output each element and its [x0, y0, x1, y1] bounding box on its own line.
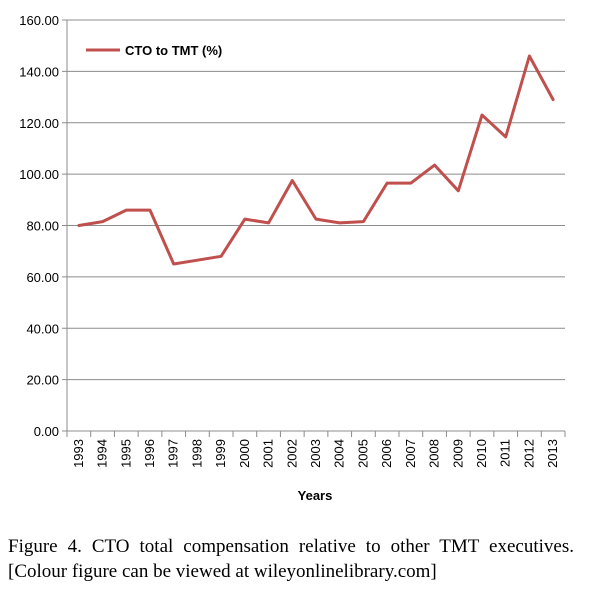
x-tick-label: 1994: [95, 439, 110, 468]
y-tick-label: 120.00: [19, 116, 59, 131]
x-tick-label: 2012: [521, 439, 536, 468]
x-tick-label: 2005: [355, 439, 370, 468]
gridlines: [67, 19, 565, 381]
x-tick-label: 2006: [379, 439, 394, 468]
x-axis-ticks: 1993 1994 1995 1996 1997 1998 1999 2000 2001 2002…: [66, 431, 566, 468]
x-tick-label: 2001: [261, 439, 276, 468]
x-axis-title: Years: [298, 488, 333, 503]
x-tick-label: 2008: [427, 439, 442, 468]
y-tick-label: 0.00: [34, 424, 59, 439]
x-tick-label: 2002: [284, 439, 299, 468]
x-tick-label: 2004: [332, 439, 347, 468]
x-tick-label: 1998: [189, 439, 204, 468]
y-tick-label: 60.00: [26, 270, 59, 285]
line-chart: 0.00 20.00 40.00 60.00 80.00 100.00 120.00 140.…: [19, 13, 566, 503]
x-tick-label: 2011: [498, 439, 513, 467]
figure-caption: Figure 4. CTO total compensation relativ…: [8, 536, 574, 582]
legend: CTO to TMT (%): [86, 43, 222, 58]
series-lines: [77, 54, 555, 266]
y-tick-label: 40.00: [26, 321, 59, 336]
x-tick-label: 1997: [166, 439, 181, 468]
legend-label: CTO to TMT (%): [125, 43, 222, 58]
series-line: [77, 54, 555, 266]
x-tick-label: 2010: [474, 439, 489, 468]
x-tick-label: 2009: [450, 439, 465, 468]
x-tick-label: 1996: [142, 439, 157, 468]
x-tick-label: 1993: [71, 439, 86, 468]
axes: [66, 20, 565, 432]
x-tick-label: 2013: [545, 439, 560, 468]
y-tick-label: 160.00: [19, 13, 59, 28]
x-tick-label: 1999: [213, 439, 228, 468]
y-axis-ticks: 0.00 20.00 40.00 60.00 80.00 100.00 120.00 140.…: [19, 13, 67, 439]
y-tick-label: 100.00: [19, 167, 59, 182]
x-tick-label: 2003: [308, 439, 323, 468]
x-tick-label: 2000: [237, 439, 252, 468]
x-tick-label: 1995: [118, 439, 133, 468]
x-tick-label: 2007: [403, 439, 418, 468]
y-tick-label: 140.00: [19, 64, 59, 79]
y-tick-label: 80.00: [26, 219, 59, 234]
y-tick-label: 20.00: [26, 373, 59, 388]
